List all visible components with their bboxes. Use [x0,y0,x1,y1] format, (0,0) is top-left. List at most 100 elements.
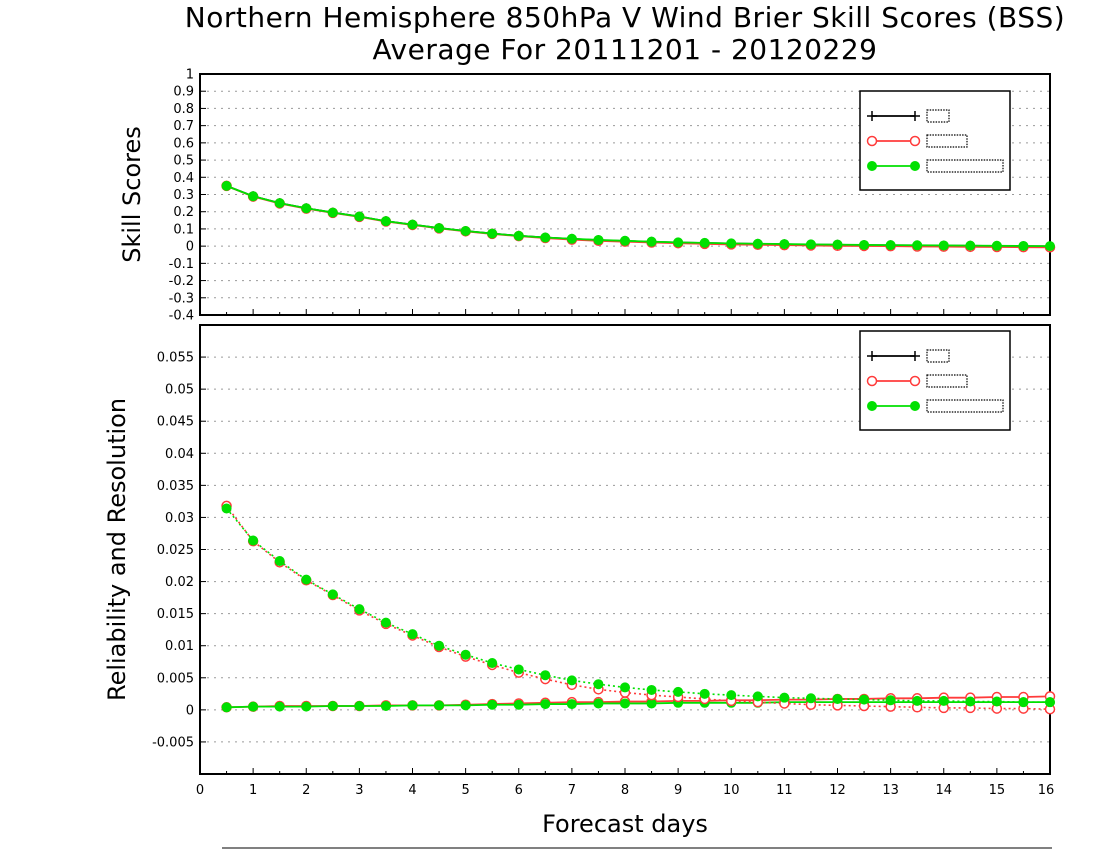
data-point [673,237,684,248]
data-point [779,239,790,250]
data-point [779,692,790,703]
data-point [327,207,338,218]
data-point [832,239,843,250]
data-point [620,682,630,693]
x-axis-title: Forecast days [542,810,708,838]
series-line [225,505,1051,711]
x-tick-label: 5 [461,783,469,798]
x-tick-label: 1 [249,783,257,798]
legend-marker [909,375,921,387]
series-group [221,180,1056,253]
data-point [991,240,1002,251]
data-point [434,223,445,234]
y-tick-label: -0.2 [169,274,194,289]
x-tick-label: 7 [568,783,576,798]
y-tick-label: 0.4 [173,171,194,186]
data-point [380,216,391,227]
y-tick-label: 0.9 [173,85,194,100]
x-tick-label: 15 [989,783,1006,798]
data-point [1018,240,1029,251]
data-point [354,211,365,222]
y-tick-label: 0.015 [157,607,194,622]
data-point [354,604,365,615]
chart-title-block: Northern Hemisphere 850hPa V Wind Brier … [0,2,1100,66]
data-point [566,675,577,686]
data-point [460,225,471,236]
reliability-resolution-panel: -0.005 0 0.005 0.01 0.015 0.02 0.025 0.03 0.035 0… [103,324,1056,838]
data-point [673,686,684,697]
data-point [752,238,763,249]
y-tick-label: 0.05 [165,383,194,398]
data-point [752,691,763,702]
data-point [513,230,524,241]
y-tick-label: 0.04 [165,447,194,462]
data-point [938,240,949,251]
data-point [460,700,471,711]
data-point [327,701,338,712]
data-point [434,700,445,711]
data-point [248,535,259,546]
data-point [540,699,551,710]
x-tick-label: 8 [621,783,629,798]
legend-marker [910,401,920,411]
x-tick-label: 3 [355,783,363,798]
y-tick-label: -0.005 [152,735,194,750]
x-tick-label: 10 [723,783,740,798]
data-point [885,240,896,251]
legend-label-glyphs [926,134,968,148]
data-point [248,701,259,712]
data-point [380,617,391,628]
data-point [407,700,418,711]
data-point [805,693,816,704]
legend-marker [867,401,877,411]
data-point [566,233,577,244]
y-tick-label: 0 [186,240,194,255]
y-tick-label: 0.3 [173,188,194,203]
y-tick-label: 0.2 [173,205,194,220]
x-tick-label: 6 [515,783,523,798]
data-point [540,670,551,681]
data-point [593,698,604,709]
data-point [221,180,232,191]
data-point [434,640,445,651]
series-line [226,185,1051,249]
legend-label-glyphs [926,374,968,388]
y-tick-label: 0.1 [173,222,194,237]
data-point [991,696,1002,707]
y-tick-label: -0.4 [169,309,194,324]
data-point [885,695,896,706]
data-point [620,235,630,246]
chart-title: Northern Hemisphere 850hPa V Wind Brier … [184,1,1066,34]
plot-frame [199,324,1051,775]
data-point [805,239,816,250]
data-point [646,684,657,695]
data-point [540,232,551,243]
data-point [1045,241,1055,252]
data-point [274,198,285,209]
data-point [726,690,737,701]
legend-label-glyphs [926,349,950,363]
chart-subtitle: Average For 20111201 - 20120229 [372,33,878,66]
y-axis-title: Skill Scores [118,126,146,263]
legend-marker [867,161,877,171]
y-tick-label: 0.035 [157,479,194,494]
data-point [301,701,312,712]
legend-marker [910,161,920,171]
data-point [221,503,232,514]
data-point [327,589,338,600]
y-tick-label: 0.7 [173,119,194,134]
data-point [859,694,870,705]
x-tick-label: 14 [935,783,952,798]
x-tick-label: 11 [776,783,793,798]
x-tick-label: 9 [674,783,682,798]
y-tick-label: -0.1 [169,257,194,272]
data-point [460,649,471,660]
y-tick-label: 0.5 [173,154,194,169]
legend-marker [909,135,921,147]
data-point [912,695,923,706]
y-tick-label: 0 [186,703,194,718]
x-axis: 0 1 2 3 4 5 6 7 8 9 10 11 12 13 14 15 16 [196,768,1054,798]
data-point [593,679,604,690]
x-tick-label: 2 [302,783,310,798]
